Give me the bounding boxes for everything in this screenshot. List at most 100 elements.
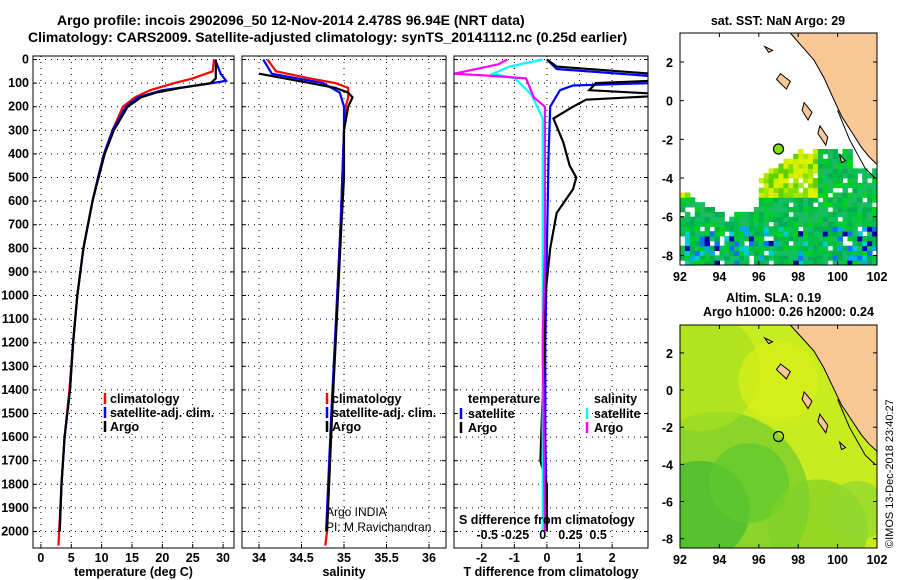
sst-cell — [857, 192, 863, 198]
legend-label: Argo — [332, 420, 362, 434]
sst-cell — [684, 192, 691, 198]
sst-cell — [842, 202, 848, 208]
x-tick-label: 0 — [37, 551, 44, 565]
sst-cell — [803, 226, 809, 232]
sst-cell — [817, 250, 824, 256]
sst-cell — [689, 221, 696, 227]
sst-cell — [812, 197, 819, 203]
sst-cell — [857, 211, 863, 218]
sst-cell — [704, 260, 711, 265]
sst-cell — [817, 187, 824, 193]
sst-cell — [739, 260, 745, 265]
sst-cell — [872, 187, 877, 193]
sst-cell — [798, 236, 804, 242]
sst-cell — [699, 240, 706, 247]
sst-cell — [842, 216, 848, 222]
sst-cell — [852, 178, 858, 184]
sst-cell — [729, 260, 735, 265]
y-tick-label: 1400 — [1, 383, 29, 397]
sst-cell — [837, 202, 844, 208]
sst-cell — [793, 173, 799, 179]
sst-cell — [699, 260, 706, 265]
sst-cell — [724, 255, 730, 261]
sst-cell — [758, 221, 765, 227]
sst-cell — [808, 202, 814, 208]
sst-cell — [768, 173, 775, 179]
sst-cell — [778, 245, 784, 251]
sst-cell — [808, 250, 814, 256]
sst-cell — [783, 178, 789, 184]
sst-cell — [714, 245, 720, 251]
figure-subtitle: Climatology: CARS2009. Satellite-adjuste… — [28, 29, 628, 45]
sst-cell — [847, 178, 853, 184]
sst-cell — [793, 202, 799, 208]
sst-cell — [867, 202, 873, 208]
sst-cell — [822, 187, 829, 193]
sst-cell — [862, 173, 868, 179]
sst-cell — [788, 192, 794, 198]
sst-cell — [773, 260, 779, 265]
sst-cell — [709, 216, 715, 222]
sst-cell — [768, 211, 775, 218]
x2-tick-label: -0.25 — [501, 528, 530, 542]
y-tick-label: 1500 — [1, 406, 29, 420]
sst-cell — [724, 221, 730, 227]
sst-cell — [798, 255, 804, 261]
sst-cell — [680, 231, 686, 237]
sst-cell — [793, 182, 799, 189]
sst-cell — [847, 202, 853, 208]
sst-cell — [773, 216, 779, 222]
sst-cell — [852, 216, 858, 222]
sst-cell — [793, 250, 799, 256]
sst-cell — [842, 192, 848, 198]
sst-cell — [857, 216, 863, 222]
sst-cell — [852, 192, 858, 198]
sst-cell — [739, 231, 745, 237]
sst-cell — [724, 260, 730, 265]
sst-cell — [739, 240, 745, 247]
sst-cell — [827, 158, 834, 164]
sst-cell — [793, 211, 799, 218]
sst-cell — [803, 240, 809, 247]
sst-cell — [847, 197, 853, 203]
sst-cell — [744, 260, 750, 265]
sst-cell — [694, 211, 701, 218]
sst-cell — [763, 178, 770, 184]
y-tick-label: 1100 — [2, 312, 29, 326]
sst-cell — [812, 231, 819, 237]
sst-cell — [763, 207, 770, 213]
sst-cell — [817, 163, 824, 169]
sst-cell — [699, 255, 706, 261]
sst-cell — [808, 255, 814, 261]
sst-cell — [788, 231, 794, 237]
sst-cell — [808, 211, 814, 218]
sst-cell — [862, 192, 868, 198]
sst-cell — [704, 211, 711, 218]
sst-cell — [872, 192, 877, 198]
sst-cell — [812, 182, 819, 189]
sst-cell — [684, 231, 691, 237]
sst-cell — [852, 182, 858, 189]
sst-cell — [788, 260, 794, 265]
sst-cell — [867, 187, 873, 193]
sst-cell — [803, 153, 809, 160]
sst-cell — [734, 240, 740, 247]
sst-cell — [822, 221, 829, 227]
sst-cell — [739, 226, 745, 232]
sst-cell — [832, 149, 839, 155]
lon-tick-label: 100 — [827, 553, 848, 567]
panel-salinity: 34 34.5 35 35.5 36 salinity climatologysatelli… — [241, 55, 447, 579]
sst-cell — [872, 197, 877, 203]
sst-cell — [768, 202, 775, 208]
sst-cell — [680, 221, 686, 227]
sst-cell — [788, 182, 794, 189]
x-tick-label: 15 — [125, 551, 139, 565]
panel-frame — [453, 55, 649, 549]
sst-cell — [837, 197, 844, 203]
sst-cell — [704, 221, 711, 227]
sst-cell — [842, 260, 848, 265]
sst-cell — [798, 216, 804, 222]
sst-cell — [714, 260, 720, 265]
sst-cell — [832, 260, 839, 265]
sst-cell — [837, 260, 844, 265]
